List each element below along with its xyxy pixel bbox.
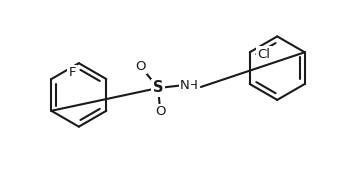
Text: H: H <box>188 78 198 92</box>
Text: F: F <box>68 66 76 79</box>
Text: Cl: Cl <box>258 48 271 61</box>
Text: N: N <box>180 78 190 92</box>
Text: S: S <box>153 80 163 95</box>
Text: O: O <box>135 60 146 73</box>
Text: O: O <box>155 105 165 118</box>
